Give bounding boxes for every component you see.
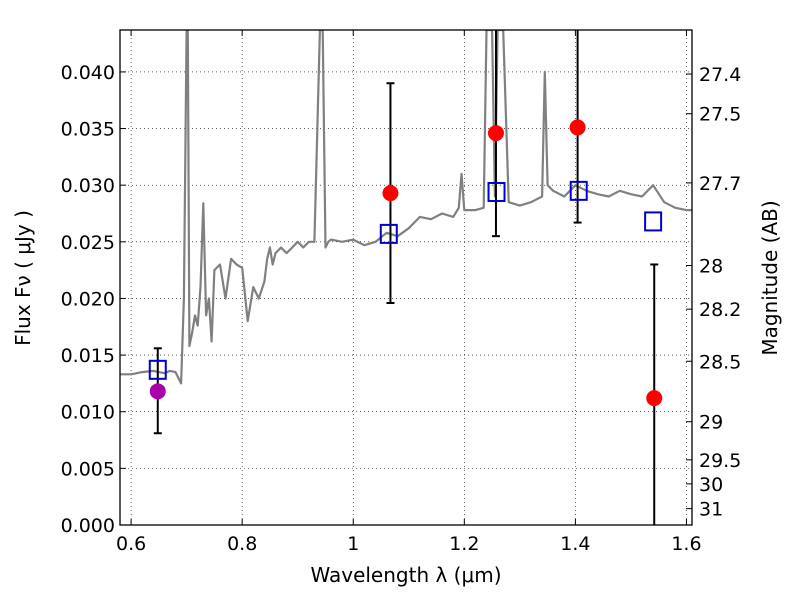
model-square-marker (379, 223, 398, 244)
y-tick-label: 0.040 (61, 62, 115, 84)
magnitude-tick-label: 28.5 (699, 351, 741, 373)
y-axis-title: Flux Fν ( μJy ) (11, 210, 35, 346)
magnitude-tick-label: 29 (699, 412, 723, 434)
model-square-marker (148, 359, 167, 380)
red-data-point (569, 119, 586, 136)
red-data-point (382, 185, 399, 202)
magnitude-tick-label: 30 (699, 474, 723, 496)
spectrum-line (120, 30, 692, 385)
y-tick-label: 0.015 (61, 345, 115, 367)
magnitude-tick-label: 29.5 (699, 450, 741, 472)
plot-frame (119, 29, 693, 526)
model-square-marker (569, 180, 588, 201)
y-tick-label: 0.000 (61, 515, 115, 537)
magnitude-tick-label: 27.5 (699, 104, 741, 126)
y-tick-label: 0.005 (61, 458, 115, 480)
x-tick-label: 1.4 (560, 533, 590, 555)
magenta-data-point (149, 383, 166, 400)
template-spectrum (120, 30, 692, 385)
magnitude-tick-label: 31 (699, 499, 723, 521)
x-tick-label: 0.8 (227, 533, 257, 555)
red-data-point (646, 390, 663, 407)
magnitude-tick-label: 28.2 (699, 299, 741, 321)
y-tick-label: 0.025 (61, 232, 115, 254)
x-tick-label: 1.2 (449, 533, 479, 555)
x-tick-label: 1 (347, 533, 359, 555)
x-tick-label: 0.6 (116, 533, 146, 555)
y-tick-label: 0.020 (61, 288, 115, 310)
y-tick-label: 0.030 (61, 175, 115, 197)
y-tick-label: 0.035 (61, 119, 115, 141)
x-tick-label: 1.6 (671, 533, 701, 555)
data-markers (148, 119, 663, 407)
magnitude-axis-ticks: 27.4 27.5 27.7 28 28.2 28.5 29 29.530 31 (686, 64, 741, 521)
magnitude-tick-label: 27.4 (699, 64, 741, 86)
magnitude-axis-title: Magnitude (AB) (758, 200, 782, 355)
model-square-marker (644, 211, 663, 232)
x-axis-title: Wavelength λ (μm) (310, 563, 501, 587)
y-tick-label: 0.010 (61, 402, 115, 424)
magnitude-tick-label: 28 (699, 255, 723, 277)
red-data-point (487, 125, 504, 142)
y-axis-ticks: 0.000 0.005 0.010 0.015 0.020 0.025 0.030 0.035… (61, 62, 126, 537)
x-axis-ticks: 0.6 0.8 1 1.2 1.4 1.6 (116, 30, 702, 555)
model-square-marker (487, 181, 506, 202)
magnitude-tick-label: 27.7 (699, 173, 741, 195)
